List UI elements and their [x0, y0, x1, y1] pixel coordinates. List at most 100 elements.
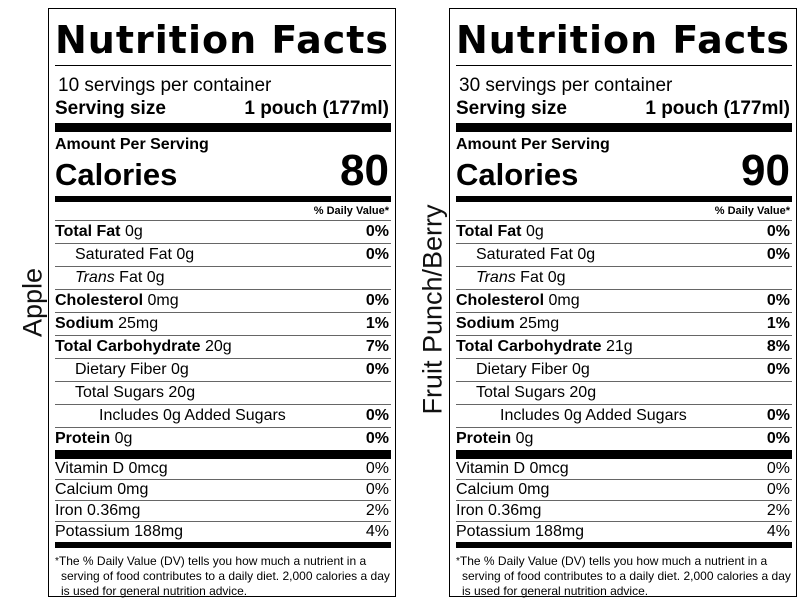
nutrition-facts-panel-apple: Nutrition Facts 10 servings per containe…	[48, 8, 396, 599]
vitamin-row: Vitamin D 0mcg 0%	[456, 459, 792, 479]
nutrient-name: Total Carbohydrate	[456, 338, 602, 355]
nutrient-row: Total Fat 0g 0%	[456, 220, 792, 243]
nutrient-dv: 1%	[766, 315, 790, 332]
vitamin-dv: 0%	[365, 460, 389, 477]
nutrient-amount: 0g	[515, 430, 534, 447]
nutrient-row: Cholesterol 0mg 0%	[456, 289, 792, 312]
calories-row: Calories 90	[456, 149, 792, 193]
nutrient-row: Sodium 25mg 1%	[55, 312, 391, 335]
nutrient-name: Saturated Fat	[75, 246, 172, 263]
nutrient-dv: 0%	[766, 361, 790, 378]
daily-value-header: % Daily Value*	[714, 205, 790, 217]
nutrient-dv: 0%	[365, 430, 389, 447]
serving-size-value: 1 pouch (177ml)	[645, 98, 790, 119]
nutrition-facts-title: Nutrition Facts	[456, 18, 791, 62]
nutrient-name: Sodium	[456, 315, 515, 332]
nutrient-dv	[389, 267, 391, 289]
nutrient-row: Total Sugars 20g	[456, 381, 792, 404]
nutrient-name: Total Fat	[55, 223, 121, 240]
nutrient-amount: 0g	[176, 246, 195, 263]
nutrient-dv: 1%	[365, 315, 389, 332]
nutrient-dv: 0%	[365, 223, 389, 240]
nutrient-name: Total Sugars	[476, 384, 565, 401]
nutrient-amount: 21g	[605, 338, 633, 355]
serving-size-value: 1 pouch (177ml)	[244, 98, 389, 119]
vitamin-name: Potassium 188mg	[456, 523, 585, 540]
nutrient-amount: 0mg	[548, 292, 580, 309]
nutrient-name: Total Carbohydrate	[55, 338, 201, 355]
nutrient-dv: 0%	[365, 407, 389, 424]
servings-per-container: 30 servings per container	[459, 75, 673, 96]
footnote-text: The % Daily Value (DV) tells you how muc…	[459, 554, 791, 598]
nutrient-name: Trans	[75, 269, 115, 286]
servings-per-container: 10 servings per container	[58, 75, 272, 96]
footnote-text: The % Daily Value (DV) tells you how muc…	[58, 554, 390, 598]
calories-label: Calories	[55, 157, 178, 192]
nutrient-dv: 0%	[766, 430, 790, 447]
nutrient-name: Cholesterol	[456, 292, 545, 309]
daily-value-header: % Daily Value*	[313, 205, 389, 217]
nutrient-row: Total Sugars 20g	[55, 381, 391, 404]
vitamin-name: Calcium 0mg	[456, 481, 550, 498]
vitamin-dv: 4%	[365, 523, 389, 540]
nutrient-name: Protein	[55, 430, 111, 447]
nutrient-amount: 0g	[114, 430, 133, 447]
vitamin-row: Iron 0.36mg 2%	[55, 500, 391, 521]
nutrient-dv: 7%	[365, 338, 389, 355]
nutrient-name: Sodium	[55, 315, 114, 332]
nutrient-dv	[790, 382, 792, 404]
nutrient-dv: 0%	[365, 246, 389, 263]
vitamin-row: Vitamin D 0mcg 0%	[55, 459, 391, 479]
nutrient-amount: 20g	[204, 338, 232, 355]
nutrient-dv: 0%	[766, 292, 790, 309]
nutrient-name: Dietary Fiber	[75, 361, 167, 378]
nutrient-row: Saturated Fat 0g 0%	[456, 243, 792, 266]
vitamin-dv: 4%	[766, 523, 790, 540]
nutrient-dv: 0%	[766, 407, 790, 424]
flavor-label-fruit-punch-berry: Fruit Punch/Berry	[417, 204, 448, 415]
nutrient-dv: 0%	[365, 292, 389, 309]
vitamin-name: Calcium 0mg	[55, 481, 149, 498]
vitamin-dv: 2%	[766, 502, 790, 519]
nutrient-row: Protein 0g 0%	[55, 427, 391, 450]
vitamin-dv: 0%	[365, 481, 389, 498]
nutrient-amount: 25mg	[519, 315, 560, 332]
nutrient-row: Cholesterol 0mg 0%	[55, 289, 391, 312]
vitamin-row: Potassium 188mg 4%	[55, 521, 391, 542]
vitamin-name: Vitamin D 0mcg	[55, 460, 168, 477]
nutrient-row: Dietary Fiber 0g 0%	[55, 358, 391, 381]
nutrient-name: Cholesterol	[55, 292, 144, 309]
calories-value: 90	[741, 146, 790, 195]
nutrient-amount: 20g	[569, 384, 597, 401]
nutrient-row: Includes 0g Added Sugars 0%	[456, 404, 792, 427]
nutrient-row: Sodium 25mg 1%	[456, 312, 792, 335]
nutrient-amount: 20g	[168, 384, 196, 401]
amount-per-serving: Amount Per Serving	[55, 136, 209, 153]
nutrient-row: Total Carbohydrate 20g 7%	[55, 335, 391, 358]
calories-row: Calories 80	[55, 149, 391, 193]
nutrient-amount: 0g	[577, 246, 596, 263]
nutrient-dv: 0%	[766, 223, 790, 240]
nutrient-dv	[389, 382, 391, 404]
serving-size-label: Serving size	[456, 98, 567, 119]
nutrient-row: Saturated Fat 0g 0%	[55, 243, 391, 266]
nutrient-row: Protein 0g 0%	[456, 427, 792, 450]
vitamin-row: Iron 0.36mg 2%	[456, 500, 792, 521]
nutrient-row: Total Carbohydrate 21g 8%	[456, 335, 792, 358]
calories-value: 80	[340, 146, 389, 195]
nutrient-row: Trans Fat 0g	[456, 266, 792, 289]
nutrient-amount: Fat 0g	[119, 269, 165, 286]
footnote: *The % Daily Value (DV) tells you how mu…	[55, 554, 391, 599]
nutrient-amount: 25mg	[118, 315, 159, 332]
nutrient-amount: 0g	[572, 361, 590, 378]
nutrient-row: Dietary Fiber 0g 0%	[456, 358, 792, 381]
nutrient-amount: 0g	[525, 223, 544, 240]
vitamin-row: Potassium 188mg 4%	[456, 521, 792, 542]
nutrient-amount: 0g	[171, 361, 189, 378]
nutrient-row: Trans Fat 0g	[55, 266, 391, 289]
vitamin-dv: 2%	[365, 502, 389, 519]
calories-label: Calories	[456, 157, 579, 192]
nutrition-facts-panel-fruit-punch-berry: Nutrition Facts 30 servings per containe…	[449, 8, 797, 598]
nutrient-amount: Fat 0g	[520, 269, 566, 286]
vitamin-row: Calcium 0mg 0%	[456, 479, 792, 500]
